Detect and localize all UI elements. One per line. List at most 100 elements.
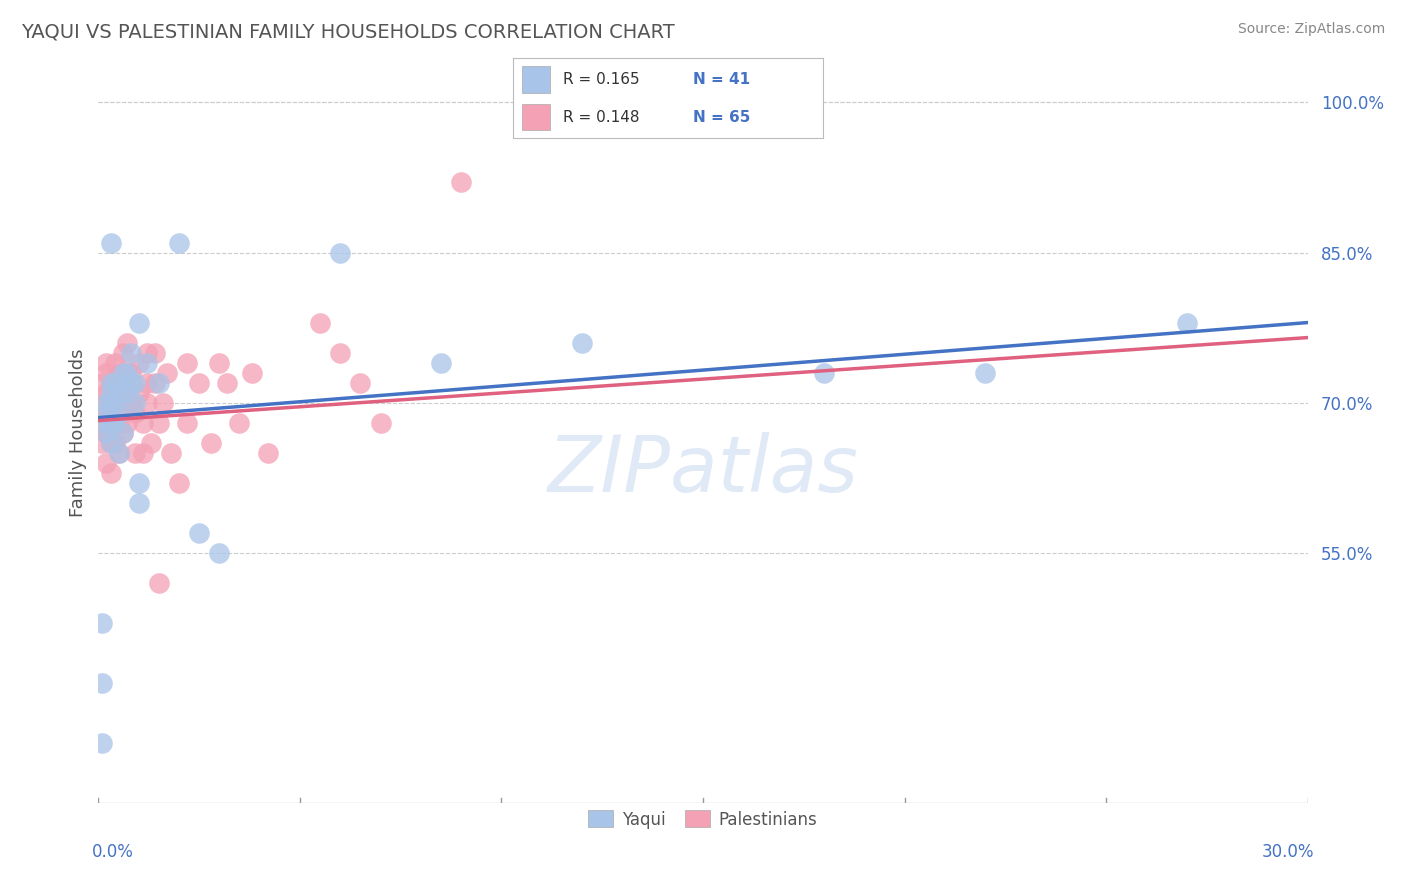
Point [128,316,150,330]
Point [152,395,174,409]
Point [156,366,179,380]
Point [107,416,129,430]
Bar [523,103,550,130]
Text: R = 0.148: R = 0.148 [562,110,640,125]
Point [143,376,166,390]
Point [450,176,472,190]
Point [103,376,125,390]
Point [148,416,170,430]
Point [120,395,142,409]
Point [91,435,114,450]
Point [128,385,150,400]
Legend: Yaqui, Palestinians: Yaqui, Palestinians [582,804,824,835]
Point [120,345,142,359]
Point [111,345,134,359]
Point [115,335,138,350]
Point [349,376,371,390]
Text: YAQUI VS PALESTINIAN FAMILY HOUSEHOLDS CORRELATION CHART: YAQUI VS PALESTINIAN FAMILY HOUSEHOLDS C… [21,22,675,41]
Point [208,355,231,369]
Point [107,445,129,459]
Point [217,376,239,390]
Point [160,445,183,459]
Point [100,466,122,480]
Point [91,736,114,750]
Point [96,425,118,440]
Point [100,235,122,250]
Point [103,435,125,450]
Point [135,376,157,390]
Point [103,376,125,390]
Point [148,376,170,390]
Point [107,395,129,409]
Point [115,385,138,400]
Text: ZIPatlas: ZIPatlas [547,432,859,508]
Point [91,376,114,390]
Point [167,475,190,490]
Text: R = 0.165: R = 0.165 [562,72,640,87]
Point [430,355,453,369]
Point [107,366,129,380]
Point [115,416,138,430]
Point [176,416,198,430]
Point [135,355,157,369]
Point [103,355,125,369]
Point [96,406,118,420]
Text: Source: ZipAtlas.com: Source: ZipAtlas.com [1237,22,1385,37]
Point [128,475,150,490]
Point [329,345,352,359]
Point [100,435,122,450]
Point [96,355,118,369]
Point [124,395,146,409]
Point [135,345,157,359]
Point [120,376,142,390]
Point [370,416,392,430]
Point [96,425,118,440]
Point [96,395,118,409]
Point [96,416,118,430]
Text: N = 65: N = 65 [693,110,749,125]
Point [200,435,222,450]
Point [96,385,118,400]
Point [167,235,190,250]
Text: 30.0%: 30.0% [1263,843,1315,861]
Point [100,395,122,409]
Point [188,376,211,390]
Point [148,575,170,590]
Point [1175,316,1198,330]
Point [120,366,142,380]
Point [128,496,150,510]
Point [974,366,997,380]
Point [96,406,118,420]
Bar [523,66,550,93]
Point [115,366,138,380]
Point [111,376,134,390]
Point [100,376,122,390]
Point [256,445,278,459]
Point [188,525,211,540]
Point [176,355,198,369]
Point [139,435,162,450]
Point [111,395,134,409]
Point [91,395,114,409]
Point [100,385,122,400]
Point [107,406,129,420]
Point [115,385,138,400]
Point [128,355,150,369]
Point [208,546,231,560]
Point [91,416,114,430]
Point [100,416,122,430]
Point [100,416,122,430]
Point [103,416,125,430]
Point [111,425,134,440]
Text: 0.0%: 0.0% [91,843,134,861]
Point [124,376,146,390]
Point [107,385,129,400]
Point [107,445,129,459]
Point [103,395,125,409]
Point [115,366,138,380]
Point [124,445,146,459]
Point [100,435,122,450]
Point [91,675,114,690]
Point [135,395,157,409]
Point [96,456,118,470]
